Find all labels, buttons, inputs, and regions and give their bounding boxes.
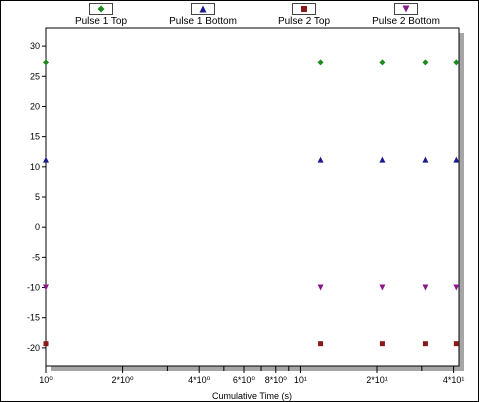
y-tick-label: 0 [35, 222, 40, 232]
y-tick-label: -10 [27, 283, 40, 293]
x-axis-title: Cumulative Time (s) [212, 391, 292, 401]
legend-item-pulse-1-top[interactable]: Pulse 1 Top [46, 3, 156, 27]
point-pulse-1-bottom [422, 156, 429, 163]
y-tick-label: -15 [27, 313, 40, 323]
point-pulse-1-bottom [453, 156, 460, 163]
point-pulse-1-top [317, 59, 324, 66]
point-pulse-2-top [318, 341, 324, 347]
point-pulse-2-bottom [453, 284, 460, 291]
triangle-down-marker-icon [402, 5, 410, 13]
y-axis: 30 25 20 15 10 5 0 -5 -10 -15 -20 [27, 41, 46, 353]
x-axis: 10⁰ 2*10⁰ 4*10⁰ 6*10⁰ 8*10⁰ 10¹ 2*10¹ 4*10¹ [39, 366, 464, 385]
plot-area [45, 27, 460, 367]
legend-label: Pulse 2 Bottom [372, 16, 440, 27]
square-marker-icon [301, 6, 307, 12]
y-tick-label: 10 [30, 162, 40, 172]
point-pulse-1-bottom [379, 156, 386, 163]
point-pulse-2-bottom [43, 284, 49, 291]
y-tick-label: 25 [30, 71, 40, 81]
point-pulse-2-bottom [422, 284, 429, 291]
legend-item-pulse-1-bottom[interactable]: Pulse 1 Bottom [148, 3, 258, 27]
point-pulse-2-bottom [379, 284, 386, 291]
y-tick-label: -20 [27, 343, 40, 353]
legend: Pulse 1 Top Pulse 1 Bottom Pulse 2 Top [0, 3, 479, 29]
y-tick-label: 20 [30, 101, 40, 111]
point-pulse-1-top [43, 59, 49, 66]
y-tick-label: 15 [30, 132, 40, 142]
x-tick-label: 4*10⁰ [188, 375, 211, 385]
point-pulse-2-top [43, 341, 49, 347]
legend-label: Pulse 1 Top [74, 16, 128, 27]
legend-swatch-pulse-2-bottom [394, 3, 418, 15]
y-tick-label: 5 [35, 192, 40, 202]
point-pulse-1-bottom [317, 156, 324, 163]
y-tick-label: 30 [30, 41, 40, 51]
x-tick-label: 2*10⁰ [112, 375, 135, 385]
point-pulse-1-bottom [43, 156, 49, 163]
diamond-marker-icon [97, 5, 105, 13]
data-points [43, 59, 460, 347]
legend-swatch-pulse-2-top [292, 3, 316, 15]
legend-swatch-pulse-1-bottom [191, 3, 215, 15]
point-pulse-2-top [379, 341, 385, 347]
point-pulse-1-top [422, 59, 429, 66]
x-tick-label: 8*10⁰ [265, 375, 288, 385]
legend-swatch-pulse-1-top [89, 3, 113, 15]
legend-label: Pulse 2 Top [277, 16, 331, 27]
legend-item-pulse-2-top[interactable]: Pulse 2 Top [249, 3, 359, 27]
point-pulse-2-top [422, 341, 428, 347]
triangle-up-marker-icon [199, 5, 207, 13]
point-pulse-1-top [379, 59, 386, 66]
x-tick-label: 2*10¹ [366, 375, 388, 385]
y-tick-label: -5 [32, 252, 40, 262]
x-tick-label: 10⁰ [39, 375, 53, 385]
point-pulse-2-bottom [317, 284, 324, 291]
point-pulse-1-top [453, 59, 460, 66]
legend-item-pulse-2-bottom[interactable]: Pulse 2 Bottom [351, 3, 461, 27]
x-tick-label: 4*10¹ [443, 375, 465, 385]
x-tick-label: 6*10⁰ [233, 375, 256, 385]
point-pulse-2-top [453, 341, 459, 347]
legend-label: Pulse 1 Bottom [169, 16, 237, 27]
x-tick-label: 10¹ [294, 375, 307, 385]
